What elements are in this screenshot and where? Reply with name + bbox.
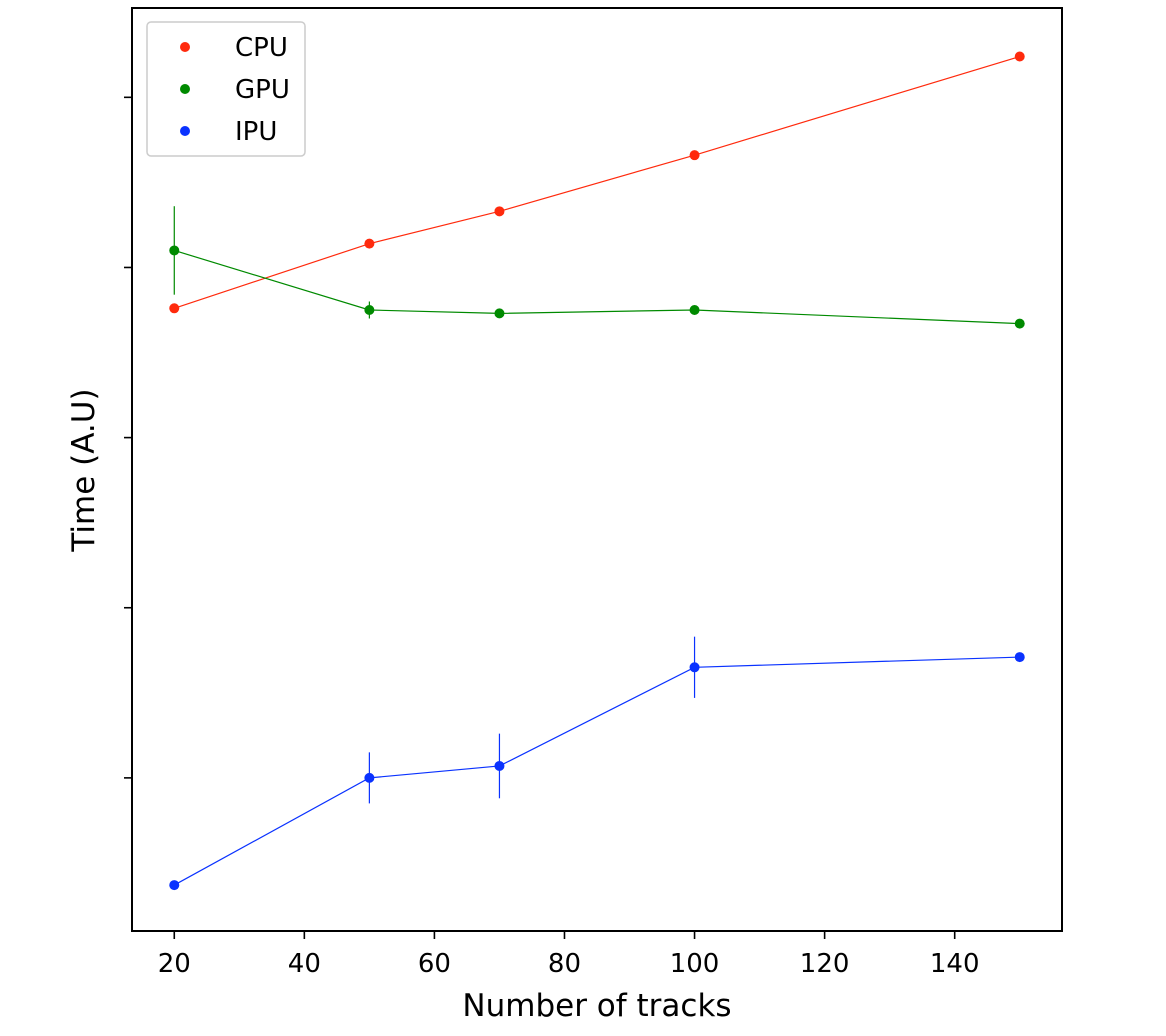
cpu-point [494,206,505,217]
ipu-point [689,662,700,673]
x-tick-label: 20 [158,949,191,979]
x-tick-label: 60 [418,949,451,979]
legend-label-gpu: GPU [235,75,290,105]
plot-frame [131,7,1063,932]
legend-marker-gpu [180,84,190,94]
gpu-point [1014,318,1025,329]
cpu-point [689,150,700,161]
legend-marker-cpu [180,42,190,52]
gpu-point [494,308,505,319]
ipu-point [169,880,180,891]
x-axis-title: Number of tracks [462,988,731,1024]
gpu-point [689,304,700,315]
ipu-point [1014,652,1025,663]
x-tick-label: 120 [800,949,850,979]
series-cpu [169,51,1025,314]
y-axis-title: Time (A.U) [66,388,102,552]
ipu-point [364,772,375,783]
gpu-point [364,304,375,315]
series-ipu [169,636,1025,891]
gpu-point [169,245,180,256]
cpu-point [1014,51,1025,62]
legend: CPU GPU IPU [146,21,306,157]
x-tick-label: 80 [548,949,581,979]
cpu-point [169,303,180,314]
ipu-point [494,760,505,771]
x-tick-label: 140 [930,949,980,979]
legend-label-ipu: IPU [235,117,277,147]
series-gpu [169,206,1025,329]
legend-marker-ipu [180,126,190,136]
legend-box [146,21,306,157]
cpu-point [364,238,375,249]
plot-background [132,8,1062,931]
legend-label-cpu: CPU [235,33,288,63]
x-tick-label: 100 [670,949,720,979]
x-tick-label: 40 [288,949,321,979]
